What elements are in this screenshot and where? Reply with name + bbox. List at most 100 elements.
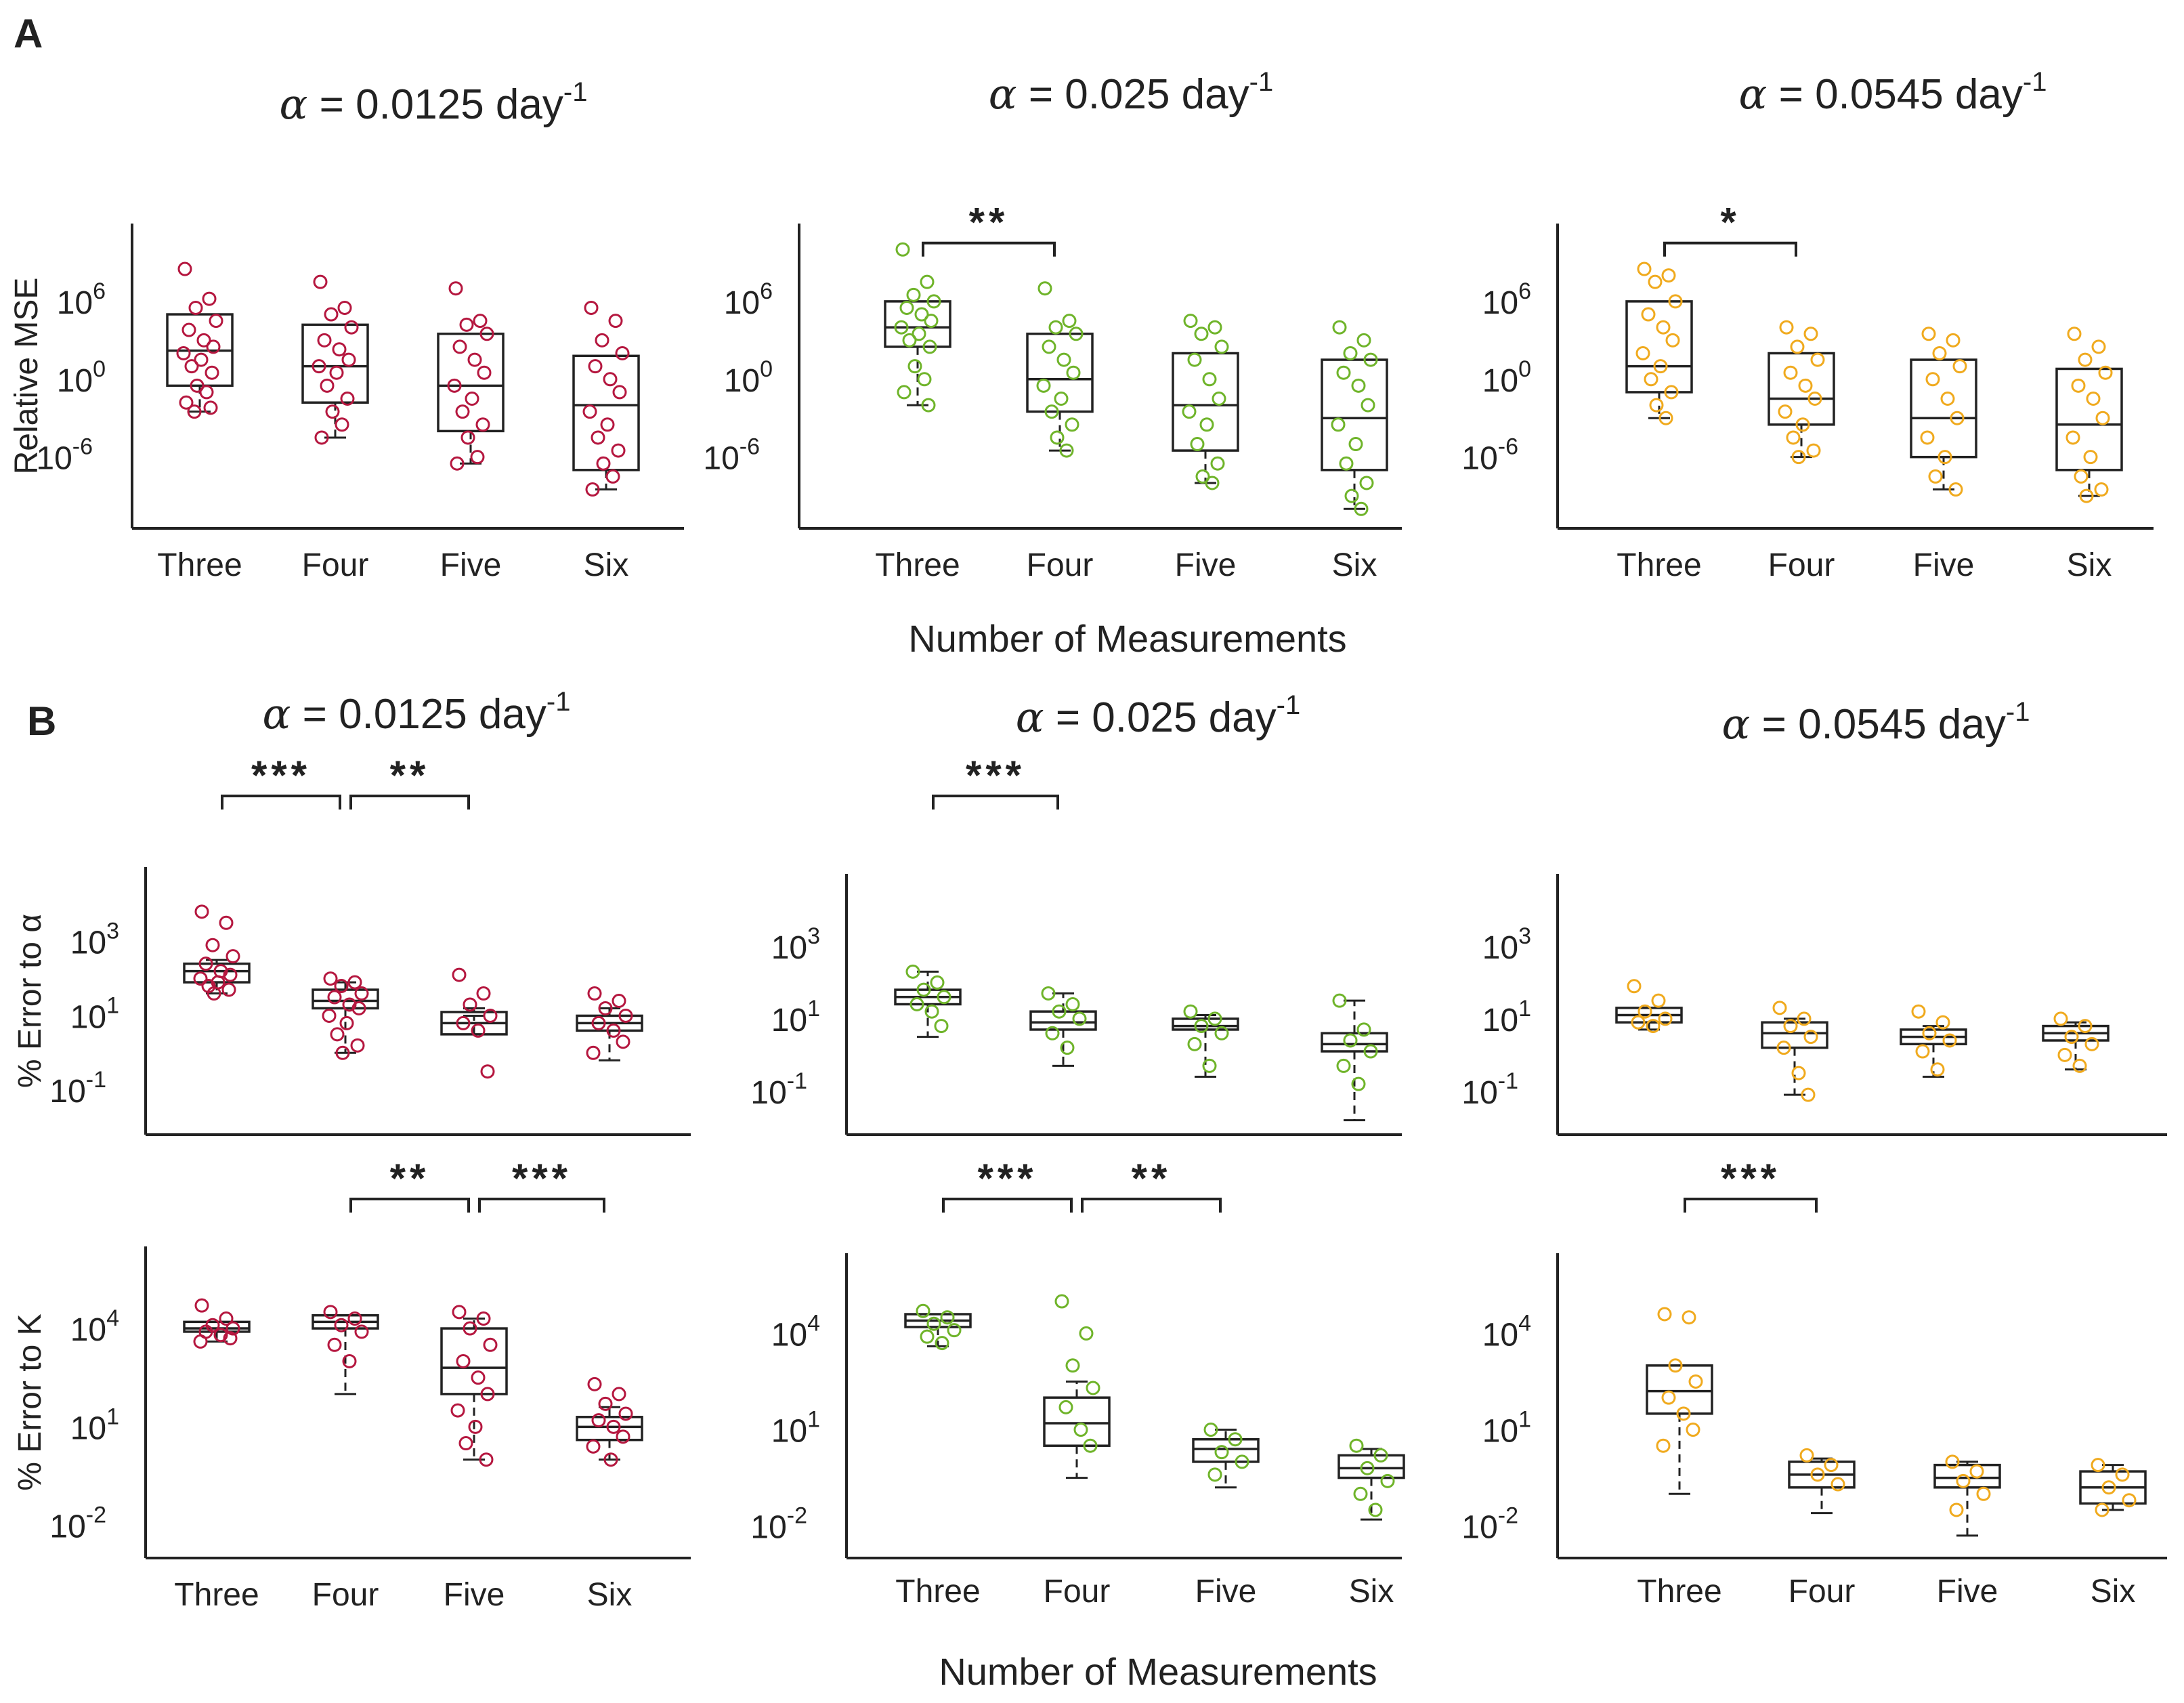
data-point [940, 1310, 955, 1325]
data-point [909, 997, 924, 1011]
data-point [450, 456, 465, 471]
data-point [334, 1318, 349, 1332]
data-point [1353, 1486, 1368, 1501]
data-point [1054, 392, 1069, 406]
y-tick-label: 106 [724, 278, 773, 321]
y-tick-exponent: 1 [807, 1407, 820, 1433]
data-point [1050, 430, 1065, 445]
data-point [1336, 365, 1351, 380]
data-point [1344, 488, 1359, 503]
data-point [1922, 1026, 1937, 1040]
data-point [588, 359, 603, 374]
significance-bracket [1684, 1198, 1818, 1213]
data-point [1373, 1448, 1388, 1463]
box-iqr [1625, 300, 1693, 394]
data-point [926, 1316, 941, 1331]
data-point [1048, 320, 1063, 335]
data-point [605, 469, 620, 484]
data-point [1824, 1458, 1839, 1473]
y-tick-exponent: 6 [93, 278, 106, 304]
x-tick-label: Five [1913, 547, 1975, 583]
data-point [1942, 1033, 1957, 1048]
x-tick-label: Four [312, 1577, 379, 1613]
box-iqr [1768, 352, 1835, 426]
significance-stars: ** [1132, 1156, 1172, 1201]
title-text: = 0.025 day [1017, 71, 1249, 118]
data-point [1045, 1026, 1060, 1040]
data-point [1343, 1033, 1358, 1048]
y-tick-exponent: 0 [93, 356, 106, 382]
data-point [223, 1331, 238, 1346]
data-point [1668, 294, 1683, 309]
data-point [332, 342, 347, 357]
data-point [226, 949, 240, 964]
data-point [1041, 986, 1056, 1001]
data-point [1810, 1467, 1825, 1482]
data-point [344, 320, 359, 335]
y-axis-label: % Error to α [12, 914, 48, 1088]
y-tick-label: 10-6 [36, 434, 93, 477]
y-tick-exponent: 1 [807, 996, 820, 1022]
data-point [320, 378, 335, 393]
data-point [1661, 268, 1676, 283]
box-iqr [437, 333, 505, 433]
data-point [606, 1023, 621, 1038]
y-tick-exponent: 4 [106, 1305, 119, 1331]
data-point [1795, 417, 1810, 432]
data-point [314, 430, 329, 445]
data-point [1062, 314, 1077, 329]
data-point [1183, 314, 1198, 329]
data-point [1065, 417, 1079, 432]
data-point [177, 261, 192, 276]
data-point [325, 404, 340, 419]
panel-letter-b: B [27, 698, 56, 744]
data-point [1079, 1326, 1094, 1341]
significance-bracket [1081, 1198, 1222, 1213]
y-tick-exponent: -2 [86, 1502, 106, 1528]
data-point [591, 1015, 606, 1030]
data-point [1641, 307, 1656, 322]
data-point [1949, 1502, 1964, 1517]
data-point [1776, 1040, 1791, 1055]
data-point [176, 345, 191, 360]
data-point [2086, 392, 2101, 406]
data-point [193, 971, 208, 986]
data-point [323, 971, 338, 986]
data-point [1656, 1438, 1671, 1453]
data-point [920, 1329, 935, 1344]
data-point [2101, 1480, 2116, 1495]
y-tick-exponent: -1 [787, 1068, 807, 1094]
data-point [1363, 1044, 1378, 1059]
data-point [205, 365, 219, 380]
data-point [1653, 359, 1668, 374]
significance-stars: *** [1721, 1156, 1780, 1201]
data-point [899, 300, 914, 315]
data-point [587, 1376, 602, 1391]
x-tick-label: Five [444, 1577, 505, 1613]
title-alpha-symbol: α [989, 69, 1017, 119]
data-point [1072, 1011, 1087, 1026]
data-point [895, 242, 910, 257]
data-point [1182, 404, 1197, 419]
data-point [1187, 1036, 1202, 1051]
data-point [1356, 333, 1371, 348]
data-point [1786, 430, 1801, 445]
data-point [1925, 372, 1940, 387]
data-point [591, 1413, 606, 1428]
chart-title: α = 0.0125 day-1 [280, 77, 588, 129]
box-iqr [1646, 1364, 1713, 1415]
x-tick-label: Five [1937, 1574, 1998, 1610]
title-superscript: -1 [2006, 697, 2030, 727]
data-point [1799, 1448, 1814, 1463]
data-point [1976, 1486, 1991, 1501]
data-point [194, 904, 209, 919]
data-point [1797, 1011, 1812, 1026]
y-tick-exponent: 4 [1518, 1310, 1531, 1336]
title-superscript: -1 [1277, 690, 1301, 720]
title-superscript: -1 [2023, 67, 2047, 97]
data-point [350, 1038, 365, 1053]
data-point [2095, 1502, 2110, 1517]
data-point [2064, 1030, 2079, 1045]
chart-title: α = 0.025 day-1 [989, 67, 1273, 119]
